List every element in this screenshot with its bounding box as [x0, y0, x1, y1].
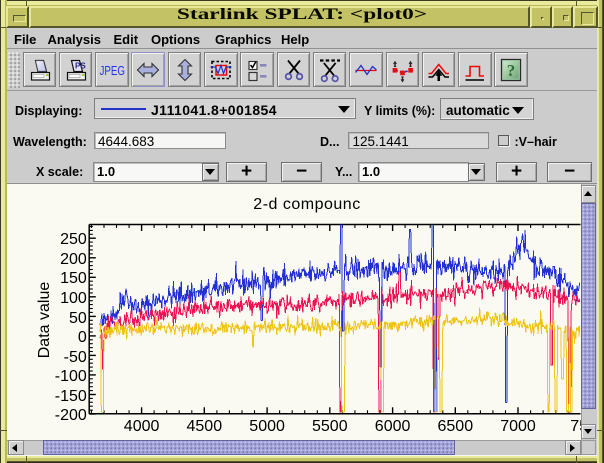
svg-text:PS: PS — [75, 62, 86, 71]
svg-text:?: ? — [507, 61, 516, 80]
svg-text:JPEG: JPEG — [100, 64, 126, 78]
